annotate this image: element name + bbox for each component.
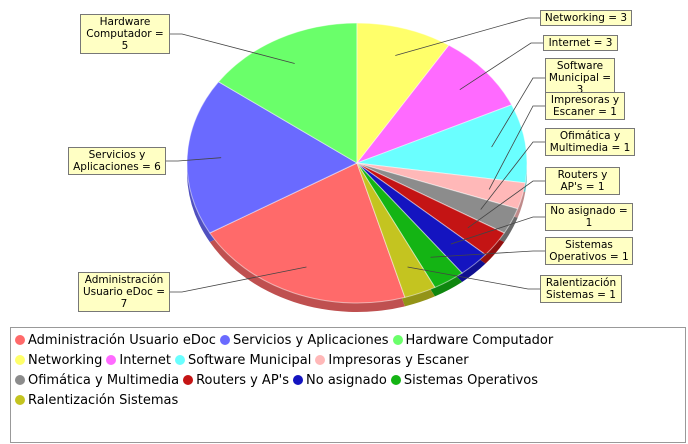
legend-swatch [175,355,186,365]
slice [186,81,359,234]
legend-label: Impresoras y Escaner [328,353,469,368]
legend-swatch [390,375,401,385]
legend-item: Internet [106,351,171,371]
slice [209,162,406,304]
legend-swatch [15,355,25,365]
slice [217,22,358,164]
legend-item: Sistemas Operativos [390,371,539,391]
legend-label: Networking [28,353,103,368]
leader-line [430,250,545,258]
value-label: Networking = 3 [540,10,632,26]
value-label: Ralentización Sistemas = 1 [540,275,622,303]
legend-item: Networking [15,351,102,371]
value-label: No asignado = 1 [545,203,633,231]
legend-item: Hardware Computador [392,331,554,351]
legend-label: Internet [119,353,172,368]
legend-item: No asignado [293,371,387,391]
legend-item: Ofimática y Multimedia [15,371,179,391]
chart [166,17,545,312]
legend-label: Servicios y Aplicaciones [232,333,389,348]
legend-label: Hardware Computador [405,333,554,348]
leader-line [170,33,295,64]
legend-item: Routers y AP's [183,371,289,391]
slice [356,162,436,298]
legend-label: Routers y AP's [196,373,290,388]
leader-line [467,180,545,229]
legend-label: Sistemas Operativos [403,373,539,388]
leader-line [491,77,545,148]
legend-label: Software Municipal [188,353,312,368]
legend-label: Administración Usuario eDoc [28,333,216,348]
legend-swatch [183,375,194,385]
legend: Administración Usuario eDoc Servicios y A… [10,327,686,443]
legend-item: Software Municipal [175,351,311,371]
legend-swatch [106,355,117,365]
value-label: Administración Usuario eDoc = 7 [78,272,170,312]
leader-line [450,216,545,245]
leader-line [488,105,545,190]
value-label: Internet = 3 [543,35,618,51]
leader-line [459,42,543,90]
value-label: Software Municipal = 3 [545,58,615,98]
value-label: Ofimática y Multimedia = 1 [545,128,635,156]
legend-swatch [15,395,25,405]
legend-swatch [315,355,326,365]
legend-item: Administración Usuario eDoc [15,331,216,351]
legend-item: Impresoras y Escaner [315,351,469,371]
leader-line [407,266,540,290]
value-label: Routers y AP's = 1 [545,167,620,195]
legend-swatch [219,335,230,345]
legend-swatch [293,375,304,385]
legend-label: No asignado [306,373,387,388]
value-label: Hardware Computador = 5 [80,14,170,54]
leader-line [395,17,540,56]
legend-label: Ralentización Sistemas [28,393,179,408]
legend-item: Ralentización Sistemas [15,391,178,411]
legend-swatch [15,335,25,345]
value-label: Impresoras y Escaner = 1 [545,92,625,120]
legend-swatch [392,335,403,345]
leader-line [480,141,545,210]
leader-line [170,266,307,293]
legend-label: Ofimática y Multimedia [28,373,180,388]
value-label: Sistemas Operativos = 1 [545,237,633,265]
legend-item: Servicios y Aplicaciones [219,331,389,351]
slice [355,44,513,165]
value-label: Servicios y Aplicaciones = 6 [68,147,166,175]
slice [356,104,528,184]
slice [356,22,450,165]
leader-line [166,157,222,162]
legend-swatch [15,375,25,385]
